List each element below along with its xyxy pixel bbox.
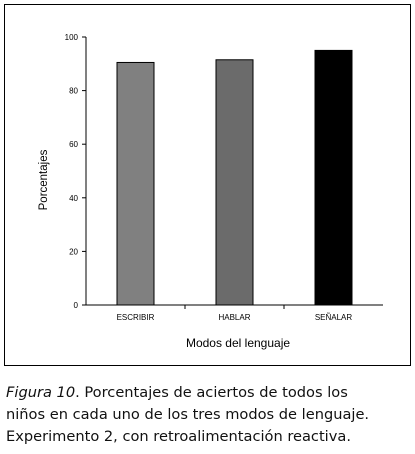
x-tick-label: ESCRIBIR <box>117 313 155 322</box>
y-tick-label: 40 <box>69 194 78 203</box>
caption-line-1-text: . Porcentajes de aciertos de todos los <box>75 384 348 401</box>
caption-line-2: niños en cada uno de los tres modos de l… <box>6 406 370 423</box>
x-axis-label: Modos del lenguaje <box>186 336 290 350</box>
bar-señalar <box>314 49 353 306</box>
y-tick-label: 80 <box>69 87 78 96</box>
caption-figure-label: Figura 10 <box>6 384 76 401</box>
bar-escribir <box>116 61 155 306</box>
plot-area: 0 20 40 60 80 100 ESCRIBIR HABLAR SEÑALAR <box>65 33 383 322</box>
y-tick-label: 60 <box>69 140 78 149</box>
bar-hablar <box>215 59 254 306</box>
y-tick-label: 100 <box>65 33 79 42</box>
x-tick-label: SEÑALAR <box>315 313 353 322</box>
x-tick-label: HABLAR <box>218 313 250 322</box>
figure-caption: Figura 10. Porcentajes de aciertos de to… <box>6 382 411 448</box>
y-tick-label: 20 <box>69 247 78 256</box>
y-tick-label: 0 <box>74 301 79 310</box>
caption-line-3: Experimento 2, con retroalimentación rea… <box>6 428 351 445</box>
y-axis-label: Porcentajes <box>38 149 50 210</box>
figure-frame: 0 20 40 60 80 100 ESCRIBIR HABLAR SEÑALAR Porcen… <box>4 4 411 366</box>
caption-line-1: Figura 10. Porcentajes de aciertos de to… <box>6 382 411 404</box>
bar-chart: 0 20 40 60 80 100 ESCRIBIR HABLAR SEÑALAR Porcen… <box>38 33 383 350</box>
